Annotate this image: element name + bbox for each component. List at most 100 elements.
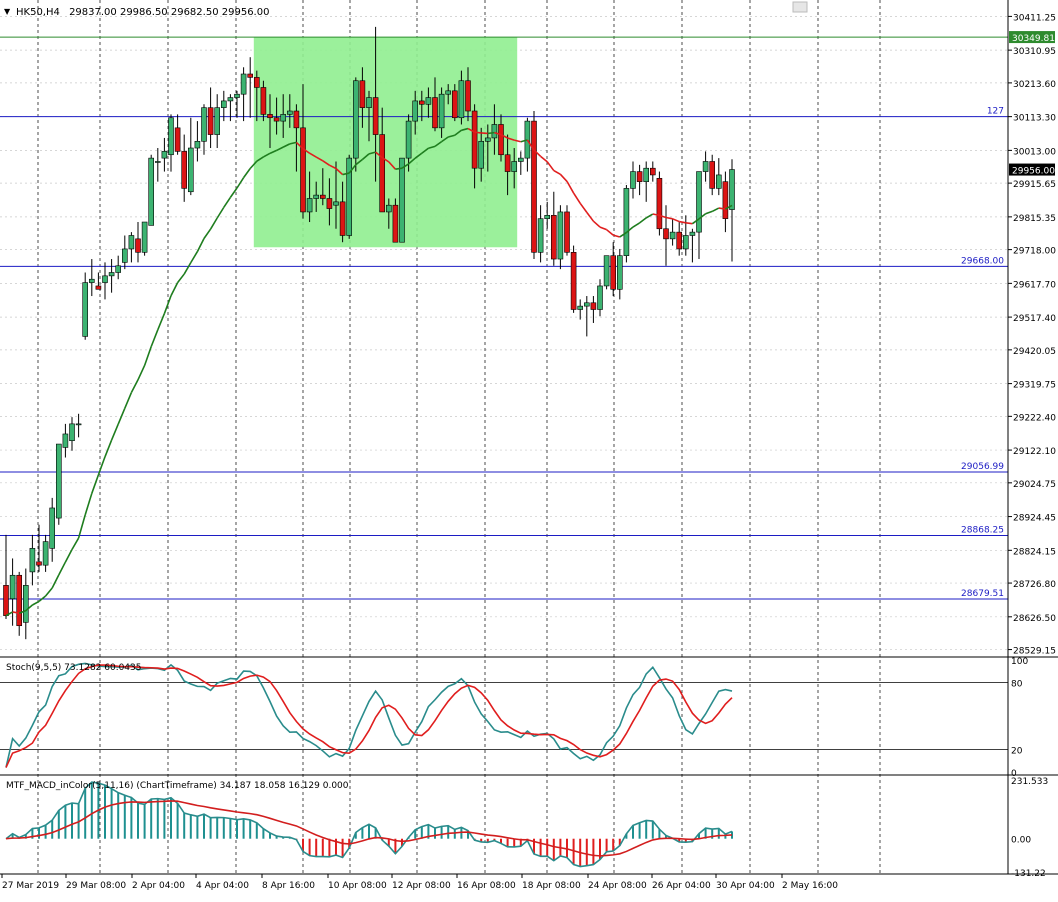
bear-candle — [472, 111, 477, 168]
top-line-price-label: 30349.81 — [1012, 34, 1055, 44]
bull-candle — [518, 158, 523, 161]
time-tick-label: 27 Mar 2019 — [2, 881, 59, 891]
bull-candle — [545, 215, 550, 218]
bull-candle — [70, 424, 75, 441]
bull-candle — [287, 111, 292, 114]
bull-candle — [598, 286, 603, 310]
bull-candle — [129, 235, 134, 248]
bull-candle — [716, 175, 721, 188]
time-tick-label: 26 Apr 04:00 — [652, 881, 711, 891]
bull-candle — [538, 219, 543, 253]
bull-candle — [162, 151, 167, 158]
bear-candle — [677, 232, 682, 249]
highlight-zone — [254, 37, 517, 247]
bull-candle — [558, 212, 563, 259]
bull-candle — [386, 205, 391, 212]
bull-candle — [116, 266, 121, 273]
price-tick-label: 28626.50 — [1013, 614, 1056, 624]
bear-candle — [466, 81, 471, 111]
price-tick-label: 28924.45 — [1013, 514, 1056, 524]
bear-candle — [499, 124, 504, 154]
bull-candle — [730, 170, 735, 210]
time-tick-label: 30 Apr 04:00 — [716, 881, 775, 891]
bull-candle — [142, 222, 147, 252]
ohlc-label: 29837.00 29986.50 29682.50 29956.00 — [69, 7, 269, 18]
bull-candle — [492, 124, 497, 137]
price-tick-label: 28529.15 — [1013, 647, 1056, 657]
bull-candle — [683, 235, 688, 248]
price-tick-label: 30411.25 — [1013, 13, 1056, 23]
price-tick-label: 29617.70 — [1013, 280, 1056, 290]
macd-title: MTF_MACD_inColor(5,11,16) (ChartTimefram… — [6, 781, 349, 791]
bear-candle — [261, 87, 266, 114]
bull-candle — [697, 172, 702, 233]
bear-candle — [551, 215, 556, 259]
price-tick-label: 29420.05 — [1013, 347, 1056, 357]
bull-candle — [644, 168, 649, 181]
bull-candle — [169, 118, 174, 155]
chart-menu-arrow[interactable]: ▼ — [4, 7, 11, 16]
bull-candle — [149, 158, 154, 225]
chart-header: HK50,H4 29837.00 29986.50 29682.50 29956… — [16, 7, 269, 18]
bull-candle — [195, 141, 200, 148]
level-label: 127 — [987, 107, 1004, 117]
time-tick-label: 29 Mar 08:00 — [66, 881, 126, 891]
ma-segment — [719, 208, 726, 209]
bull-candle — [23, 585, 28, 622]
price-tick-label: 29024.75 — [1013, 480, 1056, 490]
ma-segment — [475, 132, 482, 133]
bull-candle — [479, 141, 484, 168]
stoch-level-label: 20 — [1011, 747, 1023, 757]
bear-candle — [96, 286, 101, 289]
bear-candle — [4, 585, 9, 615]
bear-candle — [433, 98, 438, 128]
macd-line — [6, 782, 732, 866]
bull-candle — [89, 279, 94, 282]
bull-candle — [459, 81, 464, 118]
price-tick-label: 29222.40 — [1013, 413, 1056, 423]
price-tick-label: 30013.00 — [1013, 147, 1056, 157]
bear-candle — [17, 575, 22, 625]
chart-scroll-widget[interactable] — [793, 2, 807, 12]
level-label: 29668.00 — [961, 256, 1004, 266]
bull-candle — [122, 249, 127, 262]
stoch-level-label: 100 — [1011, 657, 1028, 667]
bull-candle — [353, 81, 358, 158]
bear-candle — [505, 155, 510, 172]
bull-candle — [103, 276, 108, 283]
current-price-label: 29956.00 — [1012, 167, 1055, 177]
time-tick-label: 24 Apr 08:00 — [588, 881, 647, 891]
bear-candle — [571, 252, 576, 309]
time-tick-label: 8 Apr 16:00 — [262, 881, 315, 891]
bear-candle — [254, 77, 259, 87]
price-tick-label: 29122.10 — [1013, 447, 1056, 457]
bull-candle — [63, 434, 68, 447]
time-tick-label: 4 Apr 04:00 — [196, 881, 249, 891]
bull-candle — [155, 161, 160, 162]
bear-candle — [664, 229, 669, 239]
bear-candle — [268, 114, 273, 117]
price-tick-label: 29319.75 — [1013, 381, 1056, 391]
time-tick-label: 10 Apr 08:00 — [328, 881, 387, 891]
bear-candle — [419, 101, 424, 104]
bull-candle — [439, 94, 444, 128]
bull-candle — [512, 161, 517, 171]
bear-candle — [208, 108, 213, 135]
bull-candle — [307, 198, 312, 211]
price-tick-label: 28726.80 — [1013, 580, 1056, 590]
bull-candle — [578, 306, 583, 309]
bull-candle — [670, 232, 675, 239]
price-tick-label: 30310.95 — [1013, 47, 1056, 57]
bear-candle — [452, 91, 457, 118]
bear-candle — [637, 172, 642, 182]
bear-candle — [320, 195, 325, 198]
bull-candle — [624, 188, 629, 255]
stoch-level-label: 80 — [1011, 679, 1023, 689]
ma-segment — [686, 223, 693, 224]
bear-candle — [327, 198, 332, 208]
